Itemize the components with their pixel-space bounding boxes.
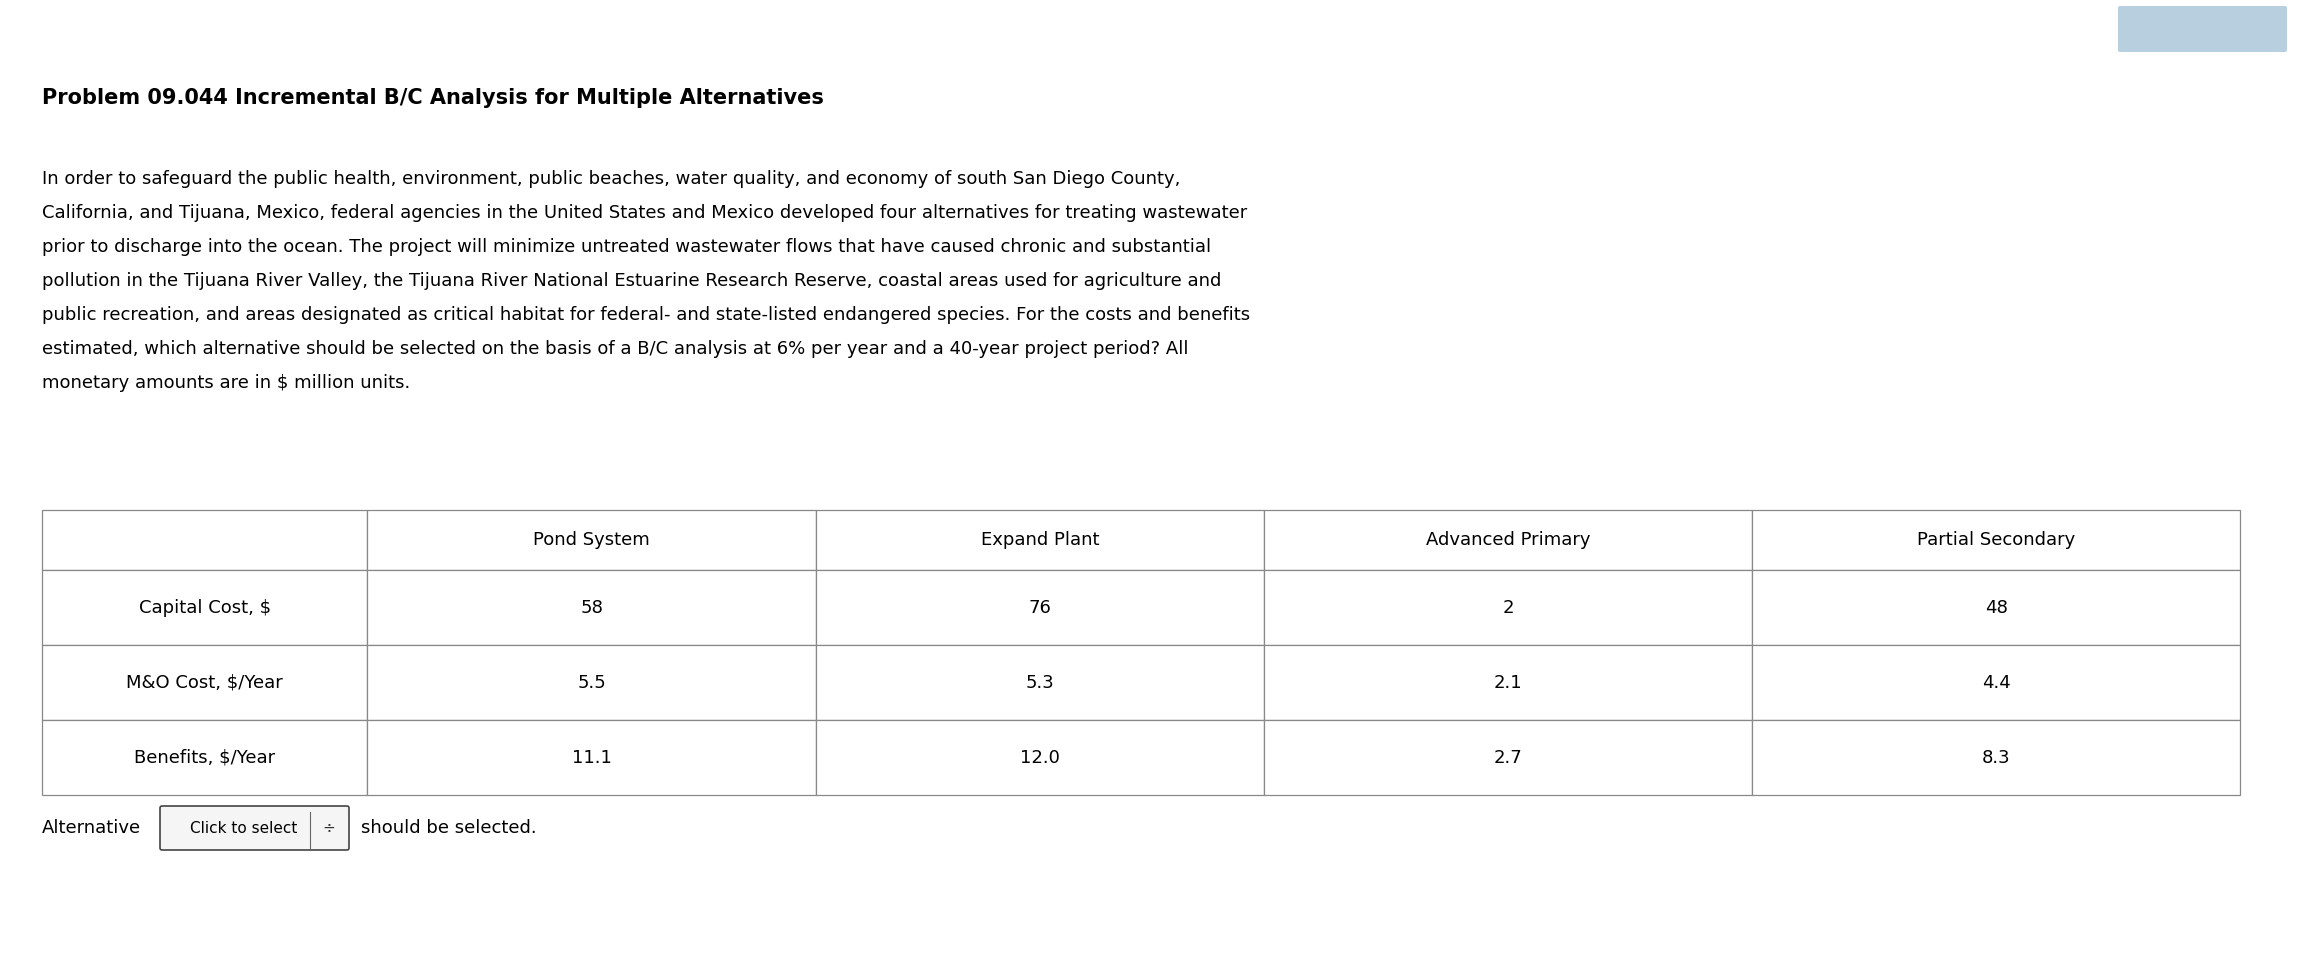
Text: should be selected.: should be selected. <box>360 819 536 837</box>
Text: 12.0: 12.0 <box>1021 748 1060 767</box>
Text: Alternative: Alternative <box>42 819 141 837</box>
Text: Click to select: Click to select <box>189 820 298 836</box>
Text: 11.1: 11.1 <box>571 748 612 767</box>
Text: prior to discharge into the ocean. The project will minimize untreated wastewate: prior to discharge into the ocean. The p… <box>42 238 1210 256</box>
Bar <box>42 720 367 795</box>
Bar <box>815 645 1264 720</box>
Bar <box>367 720 815 795</box>
Bar <box>1264 570 1751 645</box>
Text: M&O Cost, $/Year: M&O Cost, $/Year <box>127 674 284 691</box>
Text: 76: 76 <box>1028 599 1051 616</box>
Bar <box>1264 510 1751 570</box>
Text: 8.3: 8.3 <box>1982 748 2010 767</box>
Text: 5.3: 5.3 <box>1026 674 1053 691</box>
Text: 4.4: 4.4 <box>1982 674 2010 691</box>
Bar <box>367 570 815 645</box>
Text: California, and Tijuana, Mexico, federal agencies in the United States and Mexic: California, and Tijuana, Mexico, federal… <box>42 204 1247 222</box>
Text: estimated, which alternative should be selected on the basis of a B/C analysis a: estimated, which alternative should be s… <box>42 340 1190 358</box>
Text: monetary amounts are in $ million units.: monetary amounts are in $ million units. <box>42 374 411 392</box>
Text: Problem 09.044 Incremental B/C Analysis for Multiple Alternatives: Problem 09.044 Incremental B/C Analysis … <box>42 88 825 108</box>
Bar <box>1264 645 1751 720</box>
Bar <box>42 570 367 645</box>
Text: Advanced Primary: Advanced Primary <box>1425 531 1589 549</box>
Text: 5.5: 5.5 <box>578 674 605 691</box>
Text: Benefits, $/Year: Benefits, $/Year <box>134 748 275 767</box>
Text: Partial Secondary: Partial Secondary <box>1917 531 2074 549</box>
Bar <box>42 645 367 720</box>
Bar <box>367 645 815 720</box>
Bar <box>1751 570 2241 645</box>
Bar <box>815 720 1264 795</box>
Text: public recreation, and areas designated as critical habitat for federal- and sta: public recreation, and areas designated … <box>42 306 1250 324</box>
Text: 58: 58 <box>580 599 603 616</box>
Bar <box>1751 510 2241 570</box>
Bar <box>42 510 367 570</box>
FancyBboxPatch shape <box>159 806 349 850</box>
Text: 2.7: 2.7 <box>1495 748 1522 767</box>
Bar <box>1264 720 1751 795</box>
Text: ÷: ÷ <box>321 820 335 836</box>
Text: Expand Plant: Expand Plant <box>982 531 1100 549</box>
Bar <box>367 510 815 570</box>
Text: Pond System: Pond System <box>534 531 649 549</box>
Text: 2: 2 <box>1502 599 1513 616</box>
Text: 48: 48 <box>1984 599 2007 616</box>
FancyBboxPatch shape <box>2118 6 2287 52</box>
Text: Capital Cost, $: Capital Cost, $ <box>139 599 270 616</box>
Bar <box>815 570 1264 645</box>
Text: In order to safeguard the public health, environment, public beaches, water qual: In order to safeguard the public health,… <box>42 170 1180 188</box>
Text: pollution in the Tijuana River Valley, the Tijuana River National Estuarine Rese: pollution in the Tijuana River Valley, t… <box>42 272 1222 290</box>
Bar <box>1751 720 2241 795</box>
Text: 2.1: 2.1 <box>1495 674 1522 691</box>
Bar <box>815 510 1264 570</box>
Bar <box>1751 645 2241 720</box>
